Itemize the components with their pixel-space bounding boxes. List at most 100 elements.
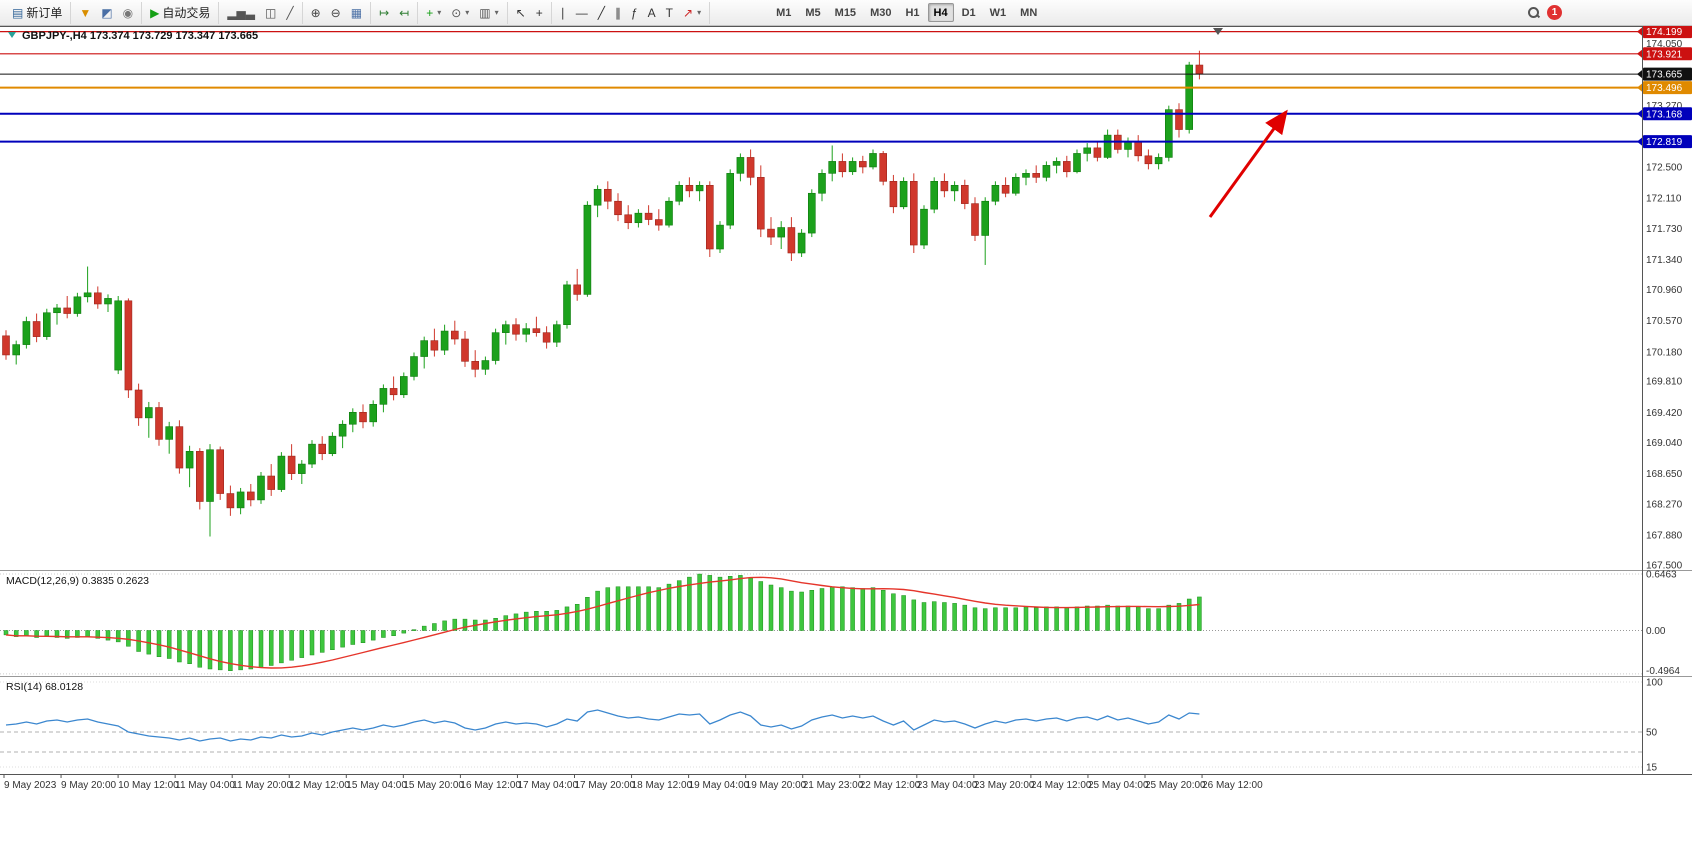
candle xyxy=(318,443,327,455)
channel-button[interactable]: ∥ xyxy=(610,3,626,23)
support-button[interactable]: ◉ xyxy=(118,3,138,23)
timeframe-w1[interactable]: W1 xyxy=(984,3,1013,22)
tile-windows-button[interactable]: ▦ xyxy=(346,3,367,23)
candle xyxy=(1093,147,1102,158)
macd-histogram-bar xyxy=(870,587,876,631)
macd-histogram-bar xyxy=(738,575,743,631)
time-axis-label: 25 May 20:00 xyxy=(1145,780,1206,791)
timeframe-m1[interactable]: M1 xyxy=(770,3,797,22)
macd-histogram-bar xyxy=(493,618,498,631)
zoom-in-button[interactable]: ⊕ xyxy=(306,3,326,23)
line-chart-button[interactable]: ╱ xyxy=(281,3,298,23)
toolbar-group: ∣ — ╱ ∥ ƒ A T ↗ ▾ xyxy=(552,1,711,24)
price-chart[interactable]: MACD(12,26,9) 0.3835 0.2623 RSI(14) 68.01… xyxy=(0,26,1692,863)
macd-histogram-bar xyxy=(432,623,437,631)
text-icon: A xyxy=(647,5,656,20)
templates-button[interactable]: ▥ ▾ xyxy=(474,3,503,23)
toolbar-group: ▤ 新订单 xyxy=(4,1,72,24)
time-axis-label: 23 May 20:00 xyxy=(974,780,1035,791)
macd-histogram-bar xyxy=(13,630,19,637)
candle xyxy=(32,321,41,337)
candle xyxy=(338,423,347,437)
timeframe-mn[interactable]: MN xyxy=(1014,3,1043,22)
community-button[interactable]: ◩ xyxy=(96,3,117,23)
candle xyxy=(165,426,173,440)
fibonacci-button[interactable]: ƒ xyxy=(626,3,643,23)
candlestick-chart-button[interactable]: ◫ xyxy=(260,3,281,23)
candle xyxy=(359,411,367,423)
candle xyxy=(522,328,531,335)
macd-histogram-bar xyxy=(748,577,753,631)
macd-histogram-bar xyxy=(993,607,998,631)
price-badge xyxy=(1643,26,1692,39)
macd-histogram-bar xyxy=(462,618,468,631)
zoom-out-button[interactable]: ⊖ xyxy=(326,3,346,23)
price-axis-label: 174.050 xyxy=(1646,39,1683,50)
trend-arrow[interactable] xyxy=(1208,109,1288,218)
candle xyxy=(1165,109,1173,158)
bar-chart-button[interactable]: ▂▅▃ xyxy=(222,3,260,23)
candle xyxy=(777,227,786,238)
zoom-in-icon: ⊕ xyxy=(310,5,321,20)
timeframe-h1[interactable]: H1 xyxy=(899,3,925,22)
time-axis-label: 17 May 20:00 xyxy=(575,780,636,791)
candlestick-series xyxy=(2,50,1204,537)
text-button[interactable]: A xyxy=(643,3,661,23)
price-axis-label: 169.810 xyxy=(1646,377,1683,388)
toolbar-group: ⊕ ⊖ ▦ xyxy=(303,1,372,24)
trendline-button[interactable]: ╱ xyxy=(593,3,610,23)
auto-scroll-button[interactable]: ↦ xyxy=(374,3,394,23)
timeframe-m30[interactable]: M30 xyxy=(864,3,897,22)
candle xyxy=(583,204,592,295)
macd-histogram-bar xyxy=(258,630,264,668)
candle xyxy=(1042,165,1051,178)
indicators-button[interactable]: + ▾ xyxy=(421,3,446,23)
candle xyxy=(12,344,20,356)
cursor-button[interactable]: ↖ xyxy=(511,3,531,23)
macd-histogram-bar xyxy=(54,630,60,638)
price-axis-label: 168.270 xyxy=(1646,499,1683,510)
macd-axis-label: 0.00 xyxy=(1646,626,1666,637)
chevron-down-icon: ▾ xyxy=(494,8,499,17)
timeframe-m5[interactable]: M5 xyxy=(799,3,826,22)
ohlc-label: GBPJPY-,H4 173.374 173.729 173.347 173.6… xyxy=(22,30,258,42)
candle xyxy=(63,307,72,314)
periods-button[interactable]: ⊙ ▾ xyxy=(446,3,474,23)
toolbar: ▤ 新订单 ▼ ◩ ◉ ▶ 自动交易 ▂▅▃ ◫ ╱ ⊕ ⊖ ▦ ↦ ↤ + ▾ ⊙ ▾ ▥ ▾ ↖ + ∣ — ╱ ∥ ƒ A T ↗ ▾ … xyxy=(0,0,1692,26)
macd-histogram-bar xyxy=(1125,605,1131,631)
chart-shift-button[interactable]: ↤ xyxy=(394,3,414,23)
autotrading-button[interactable]: ▶ 自动交易 xyxy=(145,3,215,23)
candle xyxy=(1073,153,1081,173)
vertical-line-button[interactable]: ∣ xyxy=(555,3,571,23)
candle xyxy=(767,228,775,238)
horizontal-line-button[interactable]: — xyxy=(571,3,593,23)
macd-histogram-bar xyxy=(279,630,284,664)
search-icon[interactable] xyxy=(1528,7,1539,18)
funnel-button[interactable]: ▼ xyxy=(74,3,96,23)
label-button[interactable]: T xyxy=(661,3,678,23)
price-axis[interactable]: 174.050 173.270 172.500 172.110 171.730 171.3… xyxy=(1637,26,1692,774)
timeframe-h4[interactable]: H4 xyxy=(927,3,954,22)
timeframe-m15[interactable]: M15 xyxy=(829,3,862,22)
candle xyxy=(746,157,755,178)
time-axis-label: 21 May 23:00 xyxy=(803,780,864,791)
candle xyxy=(196,451,204,502)
candle xyxy=(94,292,102,305)
new-order-button[interactable]: ▤ 新订单 xyxy=(7,3,67,23)
timeframe-d1[interactable]: D1 xyxy=(956,3,982,22)
candle xyxy=(909,181,918,246)
macd-histogram-bar xyxy=(809,590,815,631)
notification-badge[interactable]: 1 xyxy=(1547,5,1562,20)
bar-chart-icon: ▂▅▃ xyxy=(227,5,256,20)
indicators-icon: + xyxy=(426,5,434,20)
templates-icon: ▥ xyxy=(479,5,491,20)
chart-shift-marker[interactable] xyxy=(1213,28,1223,35)
price-badge xyxy=(1643,107,1692,121)
candle xyxy=(705,184,714,250)
price-badge-value: 173.168 xyxy=(1646,109,1683,120)
candle xyxy=(552,324,561,343)
crosshair-button[interactable]: + xyxy=(531,3,548,23)
candle xyxy=(787,227,796,254)
arrows-button[interactable]: ↗ ▾ xyxy=(678,3,706,23)
